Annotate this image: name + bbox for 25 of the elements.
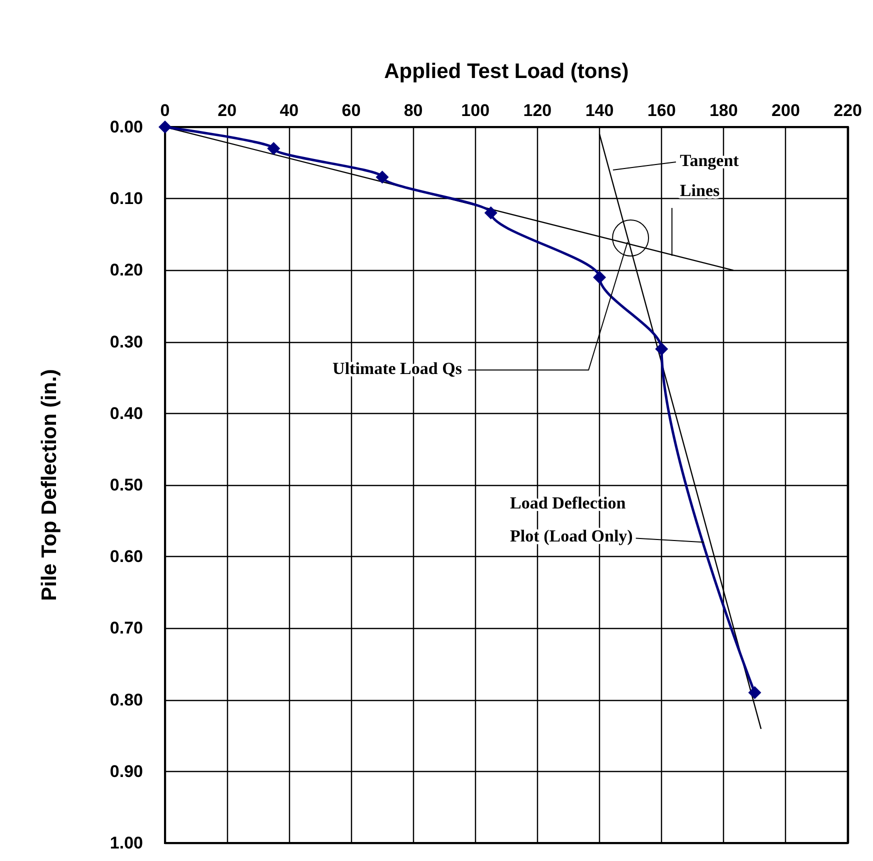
y-tick-label: 0.40	[110, 404, 143, 423]
x-axis-title: Applied Test Load (tons)	[384, 60, 629, 83]
x-tick-label: 200	[772, 101, 800, 120]
x-tick-label: 220	[834, 101, 862, 120]
y-tick-label: 0.20	[110, 260, 143, 280]
y-tick-label: 1.00	[110, 834, 143, 852]
y-tick-label: 0.80	[110, 690, 143, 710]
x-tick-label: 80	[404, 101, 423, 120]
y-tick-label: 0.30	[110, 332, 143, 352]
x-tick-label: 40	[280, 101, 299, 120]
y-axis-title: Pile Top Deflection (in.)	[38, 369, 61, 601]
y-tick-label: 0.50	[110, 476, 143, 494]
x-tick-label: 140	[585, 101, 614, 120]
x-tick-label: 0	[160, 101, 170, 120]
x-tick-label: 20	[218, 101, 237, 120]
x-tick-label: 100	[461, 101, 490, 120]
y-tick-label: 0.70	[110, 618, 143, 638]
x-tick-label: 160	[647, 101, 676, 120]
y-tick-label: 0.60	[110, 547, 143, 566]
y-tick-label: 0.00	[110, 118, 143, 136]
x-tick-label: 120	[523, 101, 552, 120]
y-tick-label: 0.90	[110, 762, 143, 781]
x-tick-label: 60	[342, 101, 361, 120]
x-tick-label: 180	[709, 101, 738, 120]
y-tick-label: 0.10	[110, 189, 143, 208]
